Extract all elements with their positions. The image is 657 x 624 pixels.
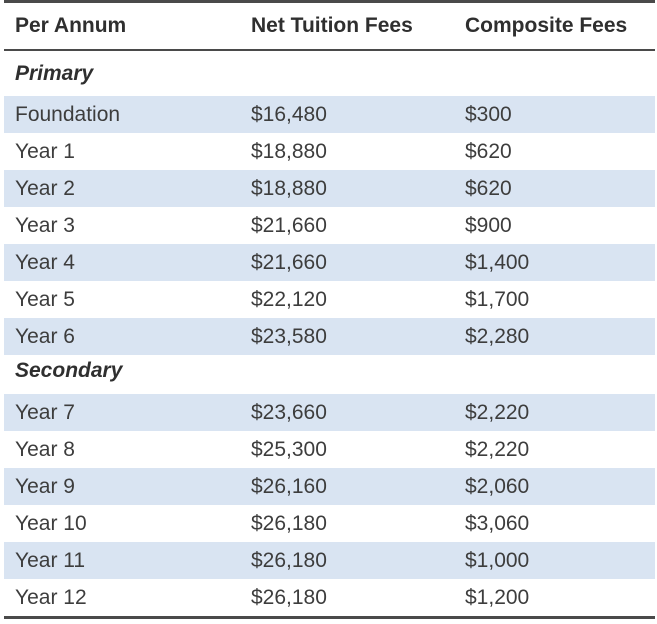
net-tuition-cell: $21,660: [251, 213, 327, 237]
bottom-rule: [4, 616, 655, 619]
net-tuition-cell: $18,880: [251, 176, 327, 200]
table-row: Year 12 $26,180 $1,200: [4, 579, 655, 616]
table-row: Foundation $16,480 $300: [4, 96, 655, 133]
year-cell: Year 9: [15, 474, 75, 498]
year-cell: Year 6: [15, 324, 75, 348]
year-cell: Year 7: [15, 400, 75, 424]
year-cell: Year 2: [15, 176, 75, 200]
composite-fee-cell: $1,000: [465, 548, 530, 572]
composite-fee-cell: $2,220: [465, 437, 530, 461]
header-per-annum: Per Annum: [15, 14, 127, 37]
year-cell: Year 3: [15, 213, 75, 237]
year-cell: Year 4: [15, 250, 75, 274]
net-tuition-cell: $26,180: [251, 548, 327, 572]
net-tuition-cell: $25,300: [251, 437, 327, 461]
table-row: Year 1 $18,880 $620: [4, 133, 655, 170]
table-row: Year 4 $21,660 $1,400: [4, 244, 655, 281]
table-row: Year 6 $23,580 $2,280: [4, 318, 655, 355]
net-tuition-cell: $26,180: [251, 511, 327, 535]
net-tuition-cell: $26,160: [251, 474, 327, 498]
year-cell: Foundation: [15, 102, 121, 126]
year-cell: Year 12: [15, 585, 87, 609]
year-cell: Year 8: [15, 437, 75, 461]
table-row: Year 11 $26,180 $1,000: [4, 542, 655, 579]
composite-fee-cell: $620: [465, 139, 512, 163]
net-tuition-cell: $26,180: [251, 585, 327, 609]
net-tuition-cell: $21,660: [251, 250, 327, 274]
composite-fee-cell: $300: [465, 102, 512, 126]
composite-fee-cell: $2,060: [465, 474, 530, 498]
header-net-tuition-fees: Net Tuition Fees: [251, 14, 413, 37]
table-row: Year 10 $26,180 $3,060: [4, 505, 655, 542]
composite-fee-cell: $1,400: [465, 250, 530, 274]
composite-fee-cell: $3,060: [465, 511, 530, 535]
header-composite-fees: Composite Fees: [465, 14, 628, 37]
section-heading-primary: Primary: [4, 51, 655, 96]
net-tuition-cell: $23,660: [251, 400, 327, 424]
section-title: Secondary: [15, 359, 123, 382]
top-rule: [4, 0, 655, 3]
net-tuition-cell: $18,880: [251, 139, 327, 163]
section-title: Primary: [15, 61, 94, 85]
year-cell: Year 5: [15, 287, 75, 311]
header-row: Per Annum Net Tuition Fees Composite Fee…: [4, 3, 655, 51]
section-heading-secondary: Secondary: [4, 355, 655, 394]
table-row: Year 7 $23,660 $2,220: [4, 394, 655, 431]
net-tuition-cell: $16,480: [251, 102, 327, 126]
net-tuition-cell: $22,120: [251, 287, 327, 311]
table-row: Year 3 $21,660 $900: [4, 207, 655, 244]
composite-fee-cell: $620: [465, 176, 512, 200]
table-row: Year 2 $18,880 $620: [4, 170, 655, 207]
year-cell: Year 11: [15, 548, 86, 572]
table-row: Year 8 $25,300 $2,220: [4, 431, 655, 468]
composite-fee-cell: $1,200: [465, 585, 530, 609]
composite-fee-cell: $2,280: [465, 324, 530, 348]
table-row: Year 9 $26,160 $2,060: [4, 468, 655, 505]
year-cell: Year 10: [15, 511, 87, 535]
fees-table: Per Annum Net Tuition Fees Composite Fee…: [4, 0, 655, 619]
composite-fee-cell: $1,700: [465, 287, 530, 311]
composite-fee-cell: $900: [465, 213, 512, 237]
year-cell: Year 1: [15, 139, 75, 163]
composite-fee-cell: $2,220: [465, 400, 530, 424]
net-tuition-cell: $23,580: [251, 324, 327, 348]
table-row: Year 5 $22,120 $1,700: [4, 281, 655, 318]
